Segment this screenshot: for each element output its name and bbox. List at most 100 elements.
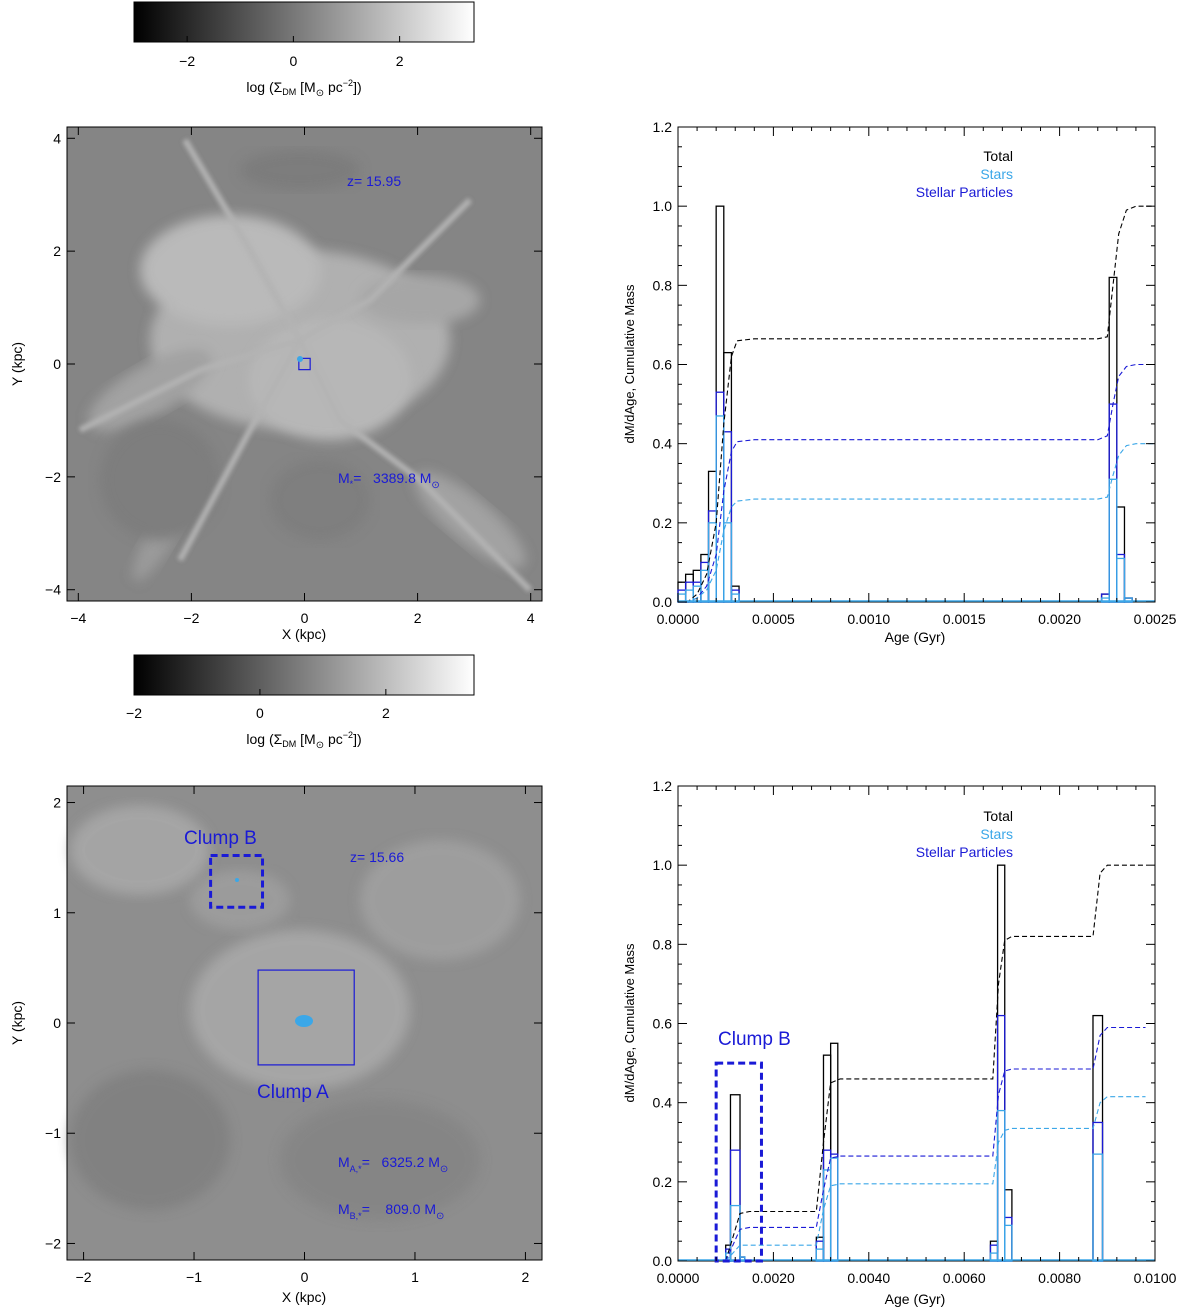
histogram-bar	[1004, 1216, 1013, 1262]
stellar-particles-marker	[297, 356, 303, 362]
histogram-bar	[1116, 557, 1126, 603]
histogram-bar	[684, 581, 694, 603]
sfh-chart-top: 0.0000 0.0005 0.0010 0.0015 0.0020 0.0025 0.0 0…	[622, 119, 1177, 645]
clump-b-box	[209, 853, 265, 909]
histogram-bar	[723, 431, 733, 603]
x-tick-label: 0.0000	[657, 1270, 700, 1286]
clump-b-box	[714, 1061, 763, 1263]
histogram-bar	[677, 581, 687, 603]
histogram-bar	[729, 1094, 741, 1262]
histogram-bar	[723, 351, 733, 603]
x-tick-label: −4	[70, 610, 86, 626]
histogram-bar	[707, 470, 717, 603]
histogram-bar	[829, 1042, 839, 1262]
y-tick-label: 0.6	[653, 1016, 673, 1032]
histogram-bar	[996, 864, 1006, 1262]
y-tick-label: 0.0	[653, 594, 673, 610]
histogram-bar	[707, 522, 717, 603]
clump-a-particles	[295, 1015, 313, 1027]
legend-stellar-particles: Stellar Particles	[916, 184, 1013, 200]
legend-stellar-particles: Stellar Particles	[916, 844, 1013, 860]
x-tick-label: 2	[522, 1269, 530, 1285]
x-tick-label: −1	[186, 1269, 202, 1285]
x-axis-label: X (kpc)	[282, 1289, 326, 1305]
histogram-bar	[700, 569, 710, 603]
legend-stars: Stars	[980, 166, 1013, 182]
x-tick-label: 0.0025	[1134, 611, 1177, 627]
x-axis-label: Age (Gyr)	[885, 629, 946, 645]
x-tick-label: 0.0020	[752, 1270, 795, 1286]
x-tick-label: 0.0005	[752, 611, 795, 627]
map-texture	[70, 805, 520, 1220]
clump-a-mass-label: MA,*= 6325.2 M⊙	[338, 1154, 448, 1175]
histogram-bar	[715, 415, 725, 603]
clump-b-annotation-label: Clump B	[718, 1029, 791, 1050]
histogram-bar	[715, 391, 725, 603]
y-axis-label: dM/dAge, Cumulative Mass	[622, 943, 637, 1102]
colorbar-top: −2 0 2 log (ΣDM [M⊙ pc−2])	[133, 1, 475, 99]
x-tick-label: −2	[76, 1269, 92, 1285]
x-tick-label: 0.0080	[1038, 1270, 1081, 1286]
x-tick-label: 0.0010	[847, 611, 890, 627]
cumulative-line	[725, 864, 1146, 1262]
histogram-bar	[739, 1256, 746, 1262]
histogram-bar	[1116, 553, 1126, 603]
histogram-bar	[1004, 1224, 1013, 1262]
histogram-bar	[723, 522, 733, 603]
histogram-bar	[707, 510, 717, 603]
histogram-bar	[996, 1014, 1006, 1262]
histogram-bar	[1108, 276, 1118, 603]
y-tick-label: 2	[53, 795, 61, 811]
cumulative-line	[678, 443, 1155, 603]
legend-total: Total	[983, 148, 1013, 164]
y-tick-label: 0.4	[653, 1095, 673, 1111]
cumulative-line	[725, 1096, 1146, 1262]
clump-b-label: Clump B	[184, 828, 257, 849]
colorbar-tick-label: 0	[289, 53, 297, 69]
x-tick-label: 0.0020	[1038, 611, 1081, 627]
y-tick-label: 1	[53, 905, 61, 921]
y-axis-label: Y (kpc)	[9, 342, 25, 386]
x-tick-label: −2	[183, 610, 199, 626]
histogram-bar	[700, 553, 710, 603]
density-map-top: −4 −2 0 2 4 −4 −2 0 2 4 z= 15.95 M*= 3389.8 M⊙ X …	[9, 126, 543, 642]
x-tick-label: 2	[414, 610, 422, 626]
y-tick-label: 0.6	[653, 357, 673, 373]
cumulative-line	[678, 205, 1155, 603]
y-tick-label: −4	[45, 582, 61, 598]
histogram-bar	[1108, 478, 1118, 603]
x-axis-label: Age (Gyr)	[885, 1291, 946, 1307]
x-tick-label: 0.0000	[657, 611, 700, 627]
x-tick-label: 0.0040	[847, 1270, 890, 1286]
histogram-bar	[815, 1240, 825, 1262]
histogram-bar	[989, 1240, 999, 1262]
y-tick-label: 1.2	[653, 119, 673, 135]
y-tick-label: 2	[53, 243, 61, 259]
clump-b-mass-label: MB,*= 809.0 M⊙	[338, 1201, 444, 1222]
histogram-bar	[815, 1248, 825, 1262]
x-tick-label: 0.0100	[1134, 1270, 1177, 1286]
histogram-bar	[996, 1109, 1006, 1262]
histogram-bar	[677, 589, 687, 603]
redshift-label: z= 15.95	[347, 173, 401, 189]
y-tick-label: 0.2	[653, 515, 673, 531]
y-tick-label: 0.2	[653, 1174, 673, 1190]
colorbar-tick-label: 2	[396, 53, 404, 69]
y-tick-label: 0	[53, 1015, 61, 1031]
histogram-bar	[684, 573, 694, 603]
y-tick-label: 1.0	[653, 198, 673, 214]
y-axis-label: Y (kpc)	[9, 1001, 25, 1045]
histogram-bar	[729, 1204, 741, 1262]
histogram-bar	[1092, 1153, 1104, 1262]
y-tick-label: 0.8	[653, 936, 673, 952]
histogram-bar	[1092, 1121, 1104, 1262]
colorbar-bottom: −2 0 2 log (ΣDM [M⊙ pc−2])	[126, 654, 475, 751]
x-tick-label: 0.0060	[943, 1270, 986, 1286]
y-axis-label: dM/dAge, Cumulative Mass	[622, 284, 637, 443]
histogram-bar	[1092, 1014, 1104, 1262]
selection-box	[298, 357, 311, 371]
legend-total: Total	[983, 808, 1013, 824]
legend-stars: Stars	[980, 826, 1013, 842]
cumulative-line	[678, 363, 1155, 603]
